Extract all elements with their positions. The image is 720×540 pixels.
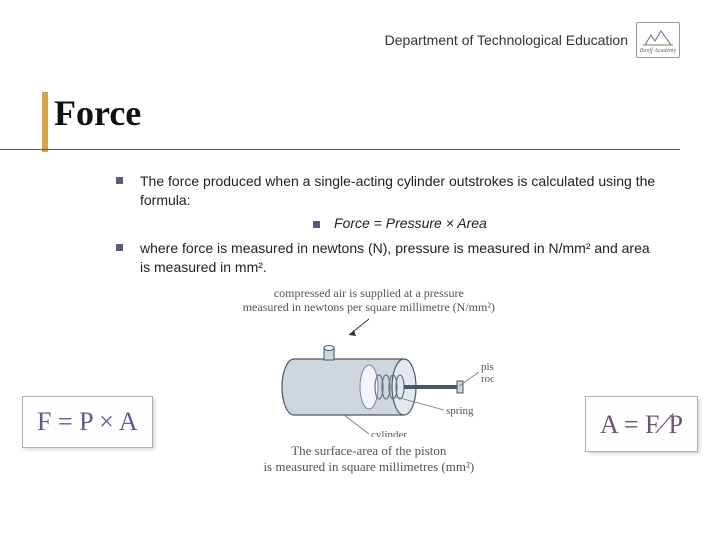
pneumatic-cylinder-diagram: piston rod spring cylinder (244, 317, 494, 437)
label-piston: piston (481, 361, 494, 373)
formula-left-text: F = P × A (37, 407, 138, 436)
label-spring: spring (446, 405, 474, 417)
bullet-square-icon (116, 244, 123, 251)
title-accent-bar (42, 92, 48, 152)
label-rod: rod (481, 373, 494, 385)
caption-bottom: The surface-area of the piston is measur… (263, 443, 474, 476)
formula-right-lhs: A = F (600, 410, 659, 439)
bullet-1: The force produced when a single-acting … (140, 172, 660, 210)
bullet-2: where force is measured in newtons (N), … (140, 239, 660, 277)
department-label: Department of Technological Education (385, 32, 628, 48)
inline-formula: Force = Pressure × Area (140, 214, 660, 233)
label-cylinder: cylinder (371, 429, 407, 437)
academy-logo: Banff Academy (636, 22, 680, 58)
caption-bottom-line2: is measured in square millimetres (mm²) (263, 459, 474, 474)
bullet-square-icon (116, 177, 123, 184)
caption-top-line1: compressed air is supplied at a pressure (274, 286, 464, 300)
bullet-1-text: The force produced when a single-acting … (140, 173, 655, 208)
logo-text: Banff Academy (640, 48, 676, 54)
caption-top: compressed air is supplied at a pressure… (243, 286, 495, 315)
formula-box-left: F = P × A (22, 396, 153, 448)
inline-formula-text: Force = Pressure × Area (334, 215, 487, 231)
formula-box-right: A = F∕P (585, 396, 698, 452)
bullet-2-text: where force is measured in newtons (N), … (140, 240, 650, 275)
cylinder-figure: compressed air is supplied at a pressure… (219, 286, 519, 475)
page-title: Force (54, 92, 680, 134)
caption-top-line2: measured in newtons per square millimetr… (243, 300, 495, 314)
bullet-square-icon (313, 221, 320, 228)
title-underline (0, 149, 680, 150)
caption-bottom-line1: The surface-area of the piston (291, 443, 446, 458)
